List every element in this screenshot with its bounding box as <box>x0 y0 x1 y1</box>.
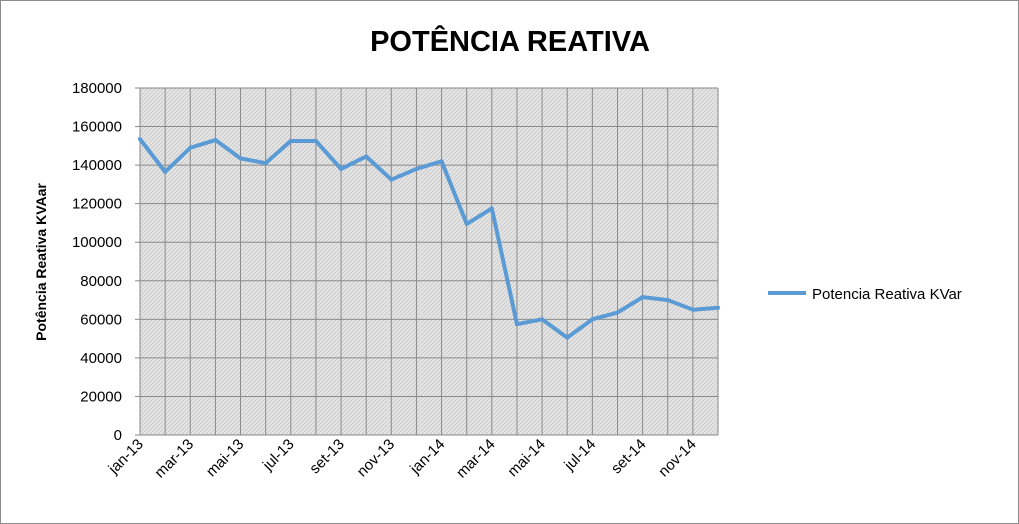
data-point <box>514 322 519 327</box>
x-tick-label: mai-13 <box>203 436 247 480</box>
data-point <box>213 138 218 143</box>
legend: Potencia Reativa KVar <box>768 286 962 303</box>
data-point <box>138 137 142 142</box>
plot-area <box>140 88 718 435</box>
data-point <box>414 166 419 171</box>
data-point <box>238 156 243 161</box>
data-point <box>489 206 494 211</box>
y-tick-label: 0 <box>114 427 122 444</box>
data-point <box>590 317 595 322</box>
x-tick-label: mar-13 <box>151 436 197 482</box>
data-point <box>690 307 695 312</box>
y-tick-labels: 0 20000 40000 60000 80000 100000 120000 140000 1… <box>72 80 122 444</box>
data-point <box>163 169 168 174</box>
y-tick-label: 120000 <box>72 196 122 213</box>
x-tick-label: jan-14 <box>406 436 448 478</box>
data-point <box>263 161 268 166</box>
x-tick-label: nov-13 <box>354 436 398 480</box>
data-point <box>339 166 344 171</box>
y-axis-label: Potência Reativa KVAar <box>33 183 49 341</box>
y-tick-label: 40000 <box>80 350 122 367</box>
data-point <box>565 335 570 340</box>
data-point <box>364 154 369 159</box>
data-point <box>288 139 293 144</box>
data-point <box>313 139 318 144</box>
data-point <box>615 310 620 315</box>
x-tick-labels: jan-13 mar-13 mai-13 jul-13 set-13 nov-13 jan-… <box>105 436 700 482</box>
data-point <box>716 305 720 310</box>
y-tick-label: 160000 <box>72 119 122 136</box>
x-tick-label: jul-14 <box>561 436 600 475</box>
x-tick-label: nov-14 <box>655 436 699 480</box>
x-tick-label: jan-13 <box>105 436 147 478</box>
x-tick-label: jul-13 <box>259 436 298 475</box>
y-tick-label: 60000 <box>80 311 122 328</box>
data-point <box>464 221 469 226</box>
y-tick-label: 20000 <box>80 388 122 405</box>
y-tick-label: 180000 <box>72 80 122 97</box>
data-point <box>439 159 444 164</box>
x-tick-label: set-14 <box>608 436 650 478</box>
legend-label: Potencia Reativa KVar <box>812 286 962 303</box>
x-tick-label: set-13 <box>306 436 348 478</box>
y-tick-label: 100000 <box>72 234 122 251</box>
data-point <box>188 145 193 150</box>
data-point <box>665 298 670 303</box>
x-tick-label: mai-14 <box>504 436 548 480</box>
x-tick-label: mar-14 <box>453 436 499 482</box>
series-group <box>138 137 720 340</box>
series-line <box>138 137 720 340</box>
data-point <box>540 317 545 322</box>
chart-title: POTÊNCIA REATIVA <box>370 24 650 58</box>
axes <box>139 88 718 436</box>
y-tick-label: 80000 <box>80 273 122 290</box>
data-point <box>389 177 394 182</box>
data-point <box>640 295 645 300</box>
y-tick-label: 140000 <box>72 157 122 174</box>
